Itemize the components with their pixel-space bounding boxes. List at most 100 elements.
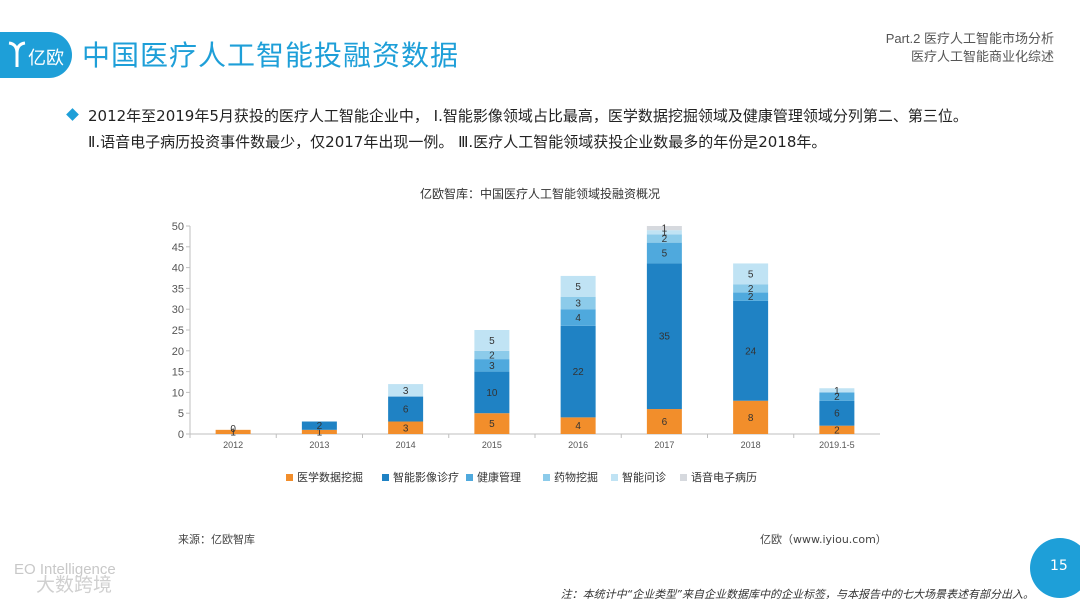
chart-title: 亿欧智库：中国医疗人工智能领域投融资概况	[419, 187, 660, 201]
y-tick-label: 25	[172, 325, 184, 337]
bar-segment	[474, 350, 510, 360]
y-tick-label: 5	[178, 408, 184, 420]
x-tick-label: 2014	[396, 440, 416, 450]
data-label: 1	[230, 427, 236, 438]
data-label: 1	[834, 386, 840, 397]
bar-segment	[474, 330, 510, 351]
data-label: 1	[662, 228, 668, 239]
page-number: 15	[1050, 558, 1068, 574]
bar-segment	[819, 388, 855, 393]
data-label: 10	[486, 388, 498, 399]
legend-label: 语音电子病历	[691, 470, 757, 484]
source-left: 来源：亿欧智库	[178, 533, 255, 546]
data-label: 35	[659, 332, 671, 343]
y-tick-label: 30	[172, 304, 184, 316]
y-tick-label: 15	[172, 367, 184, 379]
bar-segment	[388, 384, 424, 397]
legend-swatch	[286, 474, 293, 481]
bar-segment	[388, 396, 424, 422]
y-tick-label: 40	[172, 263, 184, 275]
bar-segment	[646, 230, 682, 235]
bar-segment	[388, 421, 424, 434]
data-label: 24	[745, 346, 757, 357]
bar-segment	[560, 325, 596, 418]
data-label: 2	[834, 392, 840, 403]
watermark-line-2: 大数跨境	[36, 575, 113, 596]
watermark: EO Intelligence 大数跨境	[14, 561, 116, 596]
bar-segment	[215, 429, 251, 434]
bar-segment	[646, 263, 682, 410]
watermark-line-1: EO Intelligence	[14, 561, 116, 578]
data-label: 5	[575, 282, 581, 293]
legend-label: 智能问诊	[622, 470, 666, 484]
bar-segment	[646, 242, 682, 264]
bar-segment	[474, 371, 510, 414]
logo-icon	[8, 41, 26, 67]
legend-label: 健康管理	[477, 470, 521, 484]
legend-swatch	[543, 474, 550, 481]
logo: 亿欧	[0, 32, 72, 78]
bar-segment	[819, 400, 855, 426]
x-tick-label: 2013	[309, 440, 329, 450]
x-tick-label: 2012	[223, 440, 243, 450]
bar-segment	[560, 275, 596, 297]
source-right: 亿欧（www.iyiou.com）	[760, 533, 887, 546]
x-tick-label: 2016	[568, 440, 588, 450]
y-tick-label: 20	[172, 346, 184, 358]
data-label: 6	[403, 405, 409, 416]
data-label: 3	[489, 361, 495, 372]
data-label: 6	[662, 417, 668, 428]
bar-segment	[646, 226, 682, 231]
data-label: 4	[575, 313, 581, 324]
section-label: Part.2 医疗人工智能市场分析 医疗人工智能商业化综述	[886, 30, 1054, 66]
data-label: 5	[489, 419, 495, 430]
bar-segment	[474, 413, 510, 434]
data-label: 2	[662, 234, 668, 245]
bar-segment	[646, 234, 682, 243]
data-label: 2	[748, 292, 754, 303]
bar-segment	[819, 425, 855, 434]
bar-segment	[301, 421, 337, 430]
bar-segment	[560, 296, 596, 310]
x-tick-label: 2017	[654, 440, 674, 450]
data-label: 3	[403, 423, 409, 434]
y-tick-label: 45	[172, 242, 184, 254]
legend-swatch	[611, 474, 618, 481]
y-tick-label: 50	[172, 221, 184, 233]
data-label: 2	[834, 425, 840, 436]
bar-segment	[733, 300, 769, 401]
bar-segment	[560, 309, 596, 326]
legend-swatch	[466, 474, 473, 481]
bar-segment	[733, 400, 769, 434]
data-label: 5	[662, 249, 668, 260]
legend-swatch	[680, 474, 687, 481]
data-label: 3	[575, 298, 581, 309]
page-number-badge: 15	[1030, 538, 1080, 598]
legend-label: 医学数据挖掘	[297, 470, 363, 484]
data-label: 1	[317, 427, 323, 438]
legend-label: 智能影像诊疗	[393, 470, 459, 484]
data-label: 2	[317, 421, 323, 432]
data-label: 5	[489, 336, 495, 347]
x-tick-label: 2015	[482, 440, 502, 450]
y-tick-label: 35	[172, 283, 184, 295]
data-label: 2	[489, 350, 495, 361]
data-label: 4	[575, 421, 581, 432]
bar-segment	[560, 417, 596, 434]
footnote: 注：本统计中“企业类型”来自企业数据库中的企业标签，与本报告中的七大场景表述有部…	[560, 588, 1034, 601]
section-subtitle: 医疗人工智能商业化综述	[910, 49, 1054, 64]
data-label: 22	[573, 367, 585, 378]
summary-line-1: 2012年至2019年5月获投的医疗人工智能企业中， Ⅰ.智能影像领域占比最高，…	[88, 107, 968, 125]
data-label: 0	[230, 424, 236, 435]
data-label: 8	[748, 413, 754, 424]
data-label: 3	[403, 386, 409, 397]
summary-text: 2012年至2019年5月获投的医疗人工智能企业中， Ⅰ.智能影像领域占比最高，…	[88, 103, 1048, 155]
y-tick-label: 0	[178, 429, 184, 441]
data-label: 1	[662, 224, 668, 235]
bar-segment	[819, 392, 855, 401]
bar-segment	[733, 263, 769, 285]
bar-segment	[474, 359, 510, 372]
legend-label: 药物挖掘	[554, 470, 598, 484]
data-label: 6	[834, 409, 840, 420]
